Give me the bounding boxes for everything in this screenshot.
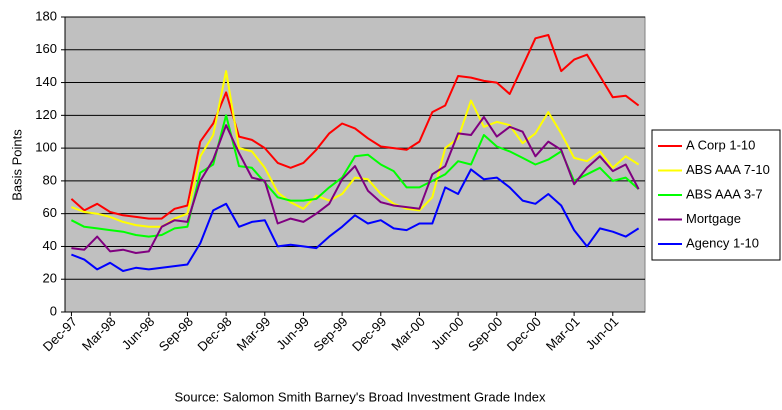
x-tick-label: Mar-98 (79, 314, 119, 354)
series-line (71, 116, 640, 254)
y-tick-label: 100 (35, 140, 57, 155)
x-tick-label: Sep-99 (310, 314, 350, 354)
y-tick-label: 60 (43, 205, 57, 220)
y-tick-label: 0 (50, 303, 57, 318)
y-tick-label: 120 (35, 107, 57, 122)
legend-label: ABS AAA 3-7 (686, 186, 763, 201)
y-tick-label: 20 (43, 271, 57, 286)
y-axis-label: Basis Points (9, 129, 24, 201)
x-tick-label: Dec-00 (504, 314, 544, 354)
legend-label: A Corp 1-10 (686, 137, 755, 152)
x-tick-label: Mar-01 (543, 314, 583, 354)
y-tick-label: 180 (35, 8, 57, 23)
y-tick-label: 80 (43, 172, 57, 187)
x-tick-label: Dec-99 (349, 314, 389, 354)
x-tick-label: Mar-99 (234, 314, 274, 354)
series-line (70, 114, 640, 238)
y-tick-label: 160 (35, 41, 57, 56)
x-tick-label: Jun-01 (583, 314, 622, 353)
x-tick-label: Sep-98 (156, 314, 196, 354)
y-tick-label: 140 (35, 74, 57, 89)
x-tick-label: Dec-98 (194, 314, 234, 354)
x-tick-label: Dec-97 (40, 314, 80, 354)
y-tick-label: 40 (43, 238, 57, 253)
x-tick-label: Jun-00 (428, 314, 467, 353)
x-tick-label: Mar-00 (388, 314, 428, 354)
series-line (70, 34, 640, 220)
plot-area (64, 16, 646, 313)
x-tick-label: Jun-98 (119, 314, 158, 353)
legend-label: ABS AAA 7-10 (686, 162, 770, 177)
x-tick-label: Sep-00 (465, 314, 505, 354)
legend-label: Agency 1-10 (686, 235, 759, 250)
x-tick-label: Jun-99 (273, 314, 312, 353)
source-note: Source: Salomon Smith Barney's Broad Inv… (174, 389, 546, 404)
series-line (71, 168, 640, 272)
legend-label: Mortgage (686, 211, 741, 226)
